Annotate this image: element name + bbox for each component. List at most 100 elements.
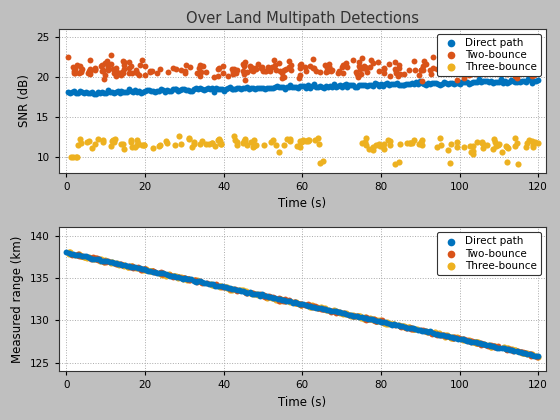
Two-bounce (107, 60, 116, 67)
Two-bounce (274, 295, 283, 302)
Direct path (382, 80, 391, 87)
Three-bounce (228, 286, 237, 293)
Two-bounce (238, 61, 247, 68)
Three-bounce (329, 308, 338, 315)
Two-bounce (525, 350, 534, 357)
Three-bounce (460, 144, 469, 150)
Two-bounce (231, 286, 240, 292)
Two-bounce (209, 74, 218, 80)
Two-bounce (511, 71, 520, 78)
Direct path (217, 283, 226, 289)
Three-bounce (417, 142, 426, 149)
Two-bounce (180, 69, 189, 76)
Direct path (465, 81, 474, 87)
Direct path (428, 329, 437, 336)
Direct path (353, 83, 362, 90)
Direct path (271, 295, 280, 302)
Two-bounce (180, 275, 189, 282)
Two-bounce (436, 331, 445, 338)
Two-bounce (124, 65, 133, 72)
Three-bounce (90, 255, 99, 262)
Three-bounce (161, 272, 170, 278)
Two-bounce (476, 340, 485, 347)
Direct path (243, 84, 252, 91)
Three-bounce (377, 318, 386, 325)
Direct path (303, 302, 312, 309)
Two-bounce (473, 339, 482, 346)
Three-bounce (192, 277, 200, 284)
Direct path (286, 81, 295, 88)
Direct path (234, 287, 243, 294)
Three-bounce (77, 140, 86, 147)
Two-bounce (481, 71, 490, 77)
Two-bounce (100, 257, 109, 264)
Two-bounce (116, 261, 125, 268)
Two-bounce (365, 316, 374, 323)
Direct path (276, 84, 285, 90)
Three-bounce (165, 272, 174, 278)
Two-bounce (171, 66, 180, 72)
Three-bounce (442, 332, 451, 339)
Two-bounce (310, 64, 319, 71)
Direct path (174, 87, 183, 94)
Two-bounce (432, 65, 441, 72)
Three-bounce (276, 297, 284, 304)
Two-bounce (91, 256, 100, 262)
Three-bounce (400, 323, 409, 330)
Direct path (286, 298, 295, 305)
Direct path (121, 88, 130, 95)
Three-bounce (112, 260, 121, 267)
Direct path (239, 288, 248, 294)
Direct path (435, 81, 444, 88)
Three-bounce (342, 311, 351, 318)
Direct path (87, 89, 96, 95)
Two-bounce (414, 72, 423, 79)
Two-bounce (489, 343, 498, 349)
Direct path (339, 82, 348, 89)
Direct path (386, 80, 395, 87)
Two-bounce (306, 303, 315, 310)
Direct path (365, 81, 374, 88)
Three-bounce (418, 136, 427, 143)
Three-bounce (239, 140, 248, 147)
Two-bounce (446, 65, 455, 72)
Two-bounce (259, 292, 268, 299)
Three-bounce (491, 142, 500, 149)
Direct path (398, 323, 407, 329)
Three-bounce (494, 141, 503, 147)
Two-bounce (392, 70, 401, 76)
Direct path (416, 78, 424, 84)
Three-bounce (368, 316, 377, 323)
Two-bounce (140, 266, 149, 273)
Three-bounce (275, 296, 284, 302)
Three-bounce (522, 144, 531, 150)
Two-bounce (379, 70, 388, 76)
Three-bounce (487, 343, 496, 350)
Direct path (495, 344, 504, 351)
Two-bounce (137, 266, 146, 273)
Direct path (390, 80, 399, 87)
Three-bounce (276, 297, 285, 303)
Direct path (469, 339, 478, 346)
Two-bounce (524, 65, 533, 71)
Two-bounce (489, 344, 498, 350)
Three-bounce (154, 142, 163, 149)
Three-bounce (369, 315, 378, 322)
Two-bounce (158, 271, 167, 278)
Three-bounce (371, 142, 380, 148)
Three-bounce (477, 340, 486, 347)
Direct path (215, 283, 224, 289)
Three-bounce (409, 325, 418, 332)
Three-bounce (477, 139, 486, 145)
Three-bounce (119, 262, 128, 269)
Two-bounce (150, 269, 159, 276)
Two-bounce (268, 294, 277, 301)
Three-bounce (469, 339, 478, 346)
Three-bounce (365, 145, 374, 152)
Two-bounce (101, 59, 110, 66)
Three-bounce (193, 277, 202, 284)
Two-bounce (324, 63, 333, 70)
Three-bounce (124, 263, 133, 270)
Two-bounce (504, 346, 513, 352)
Two-bounce (147, 68, 156, 75)
